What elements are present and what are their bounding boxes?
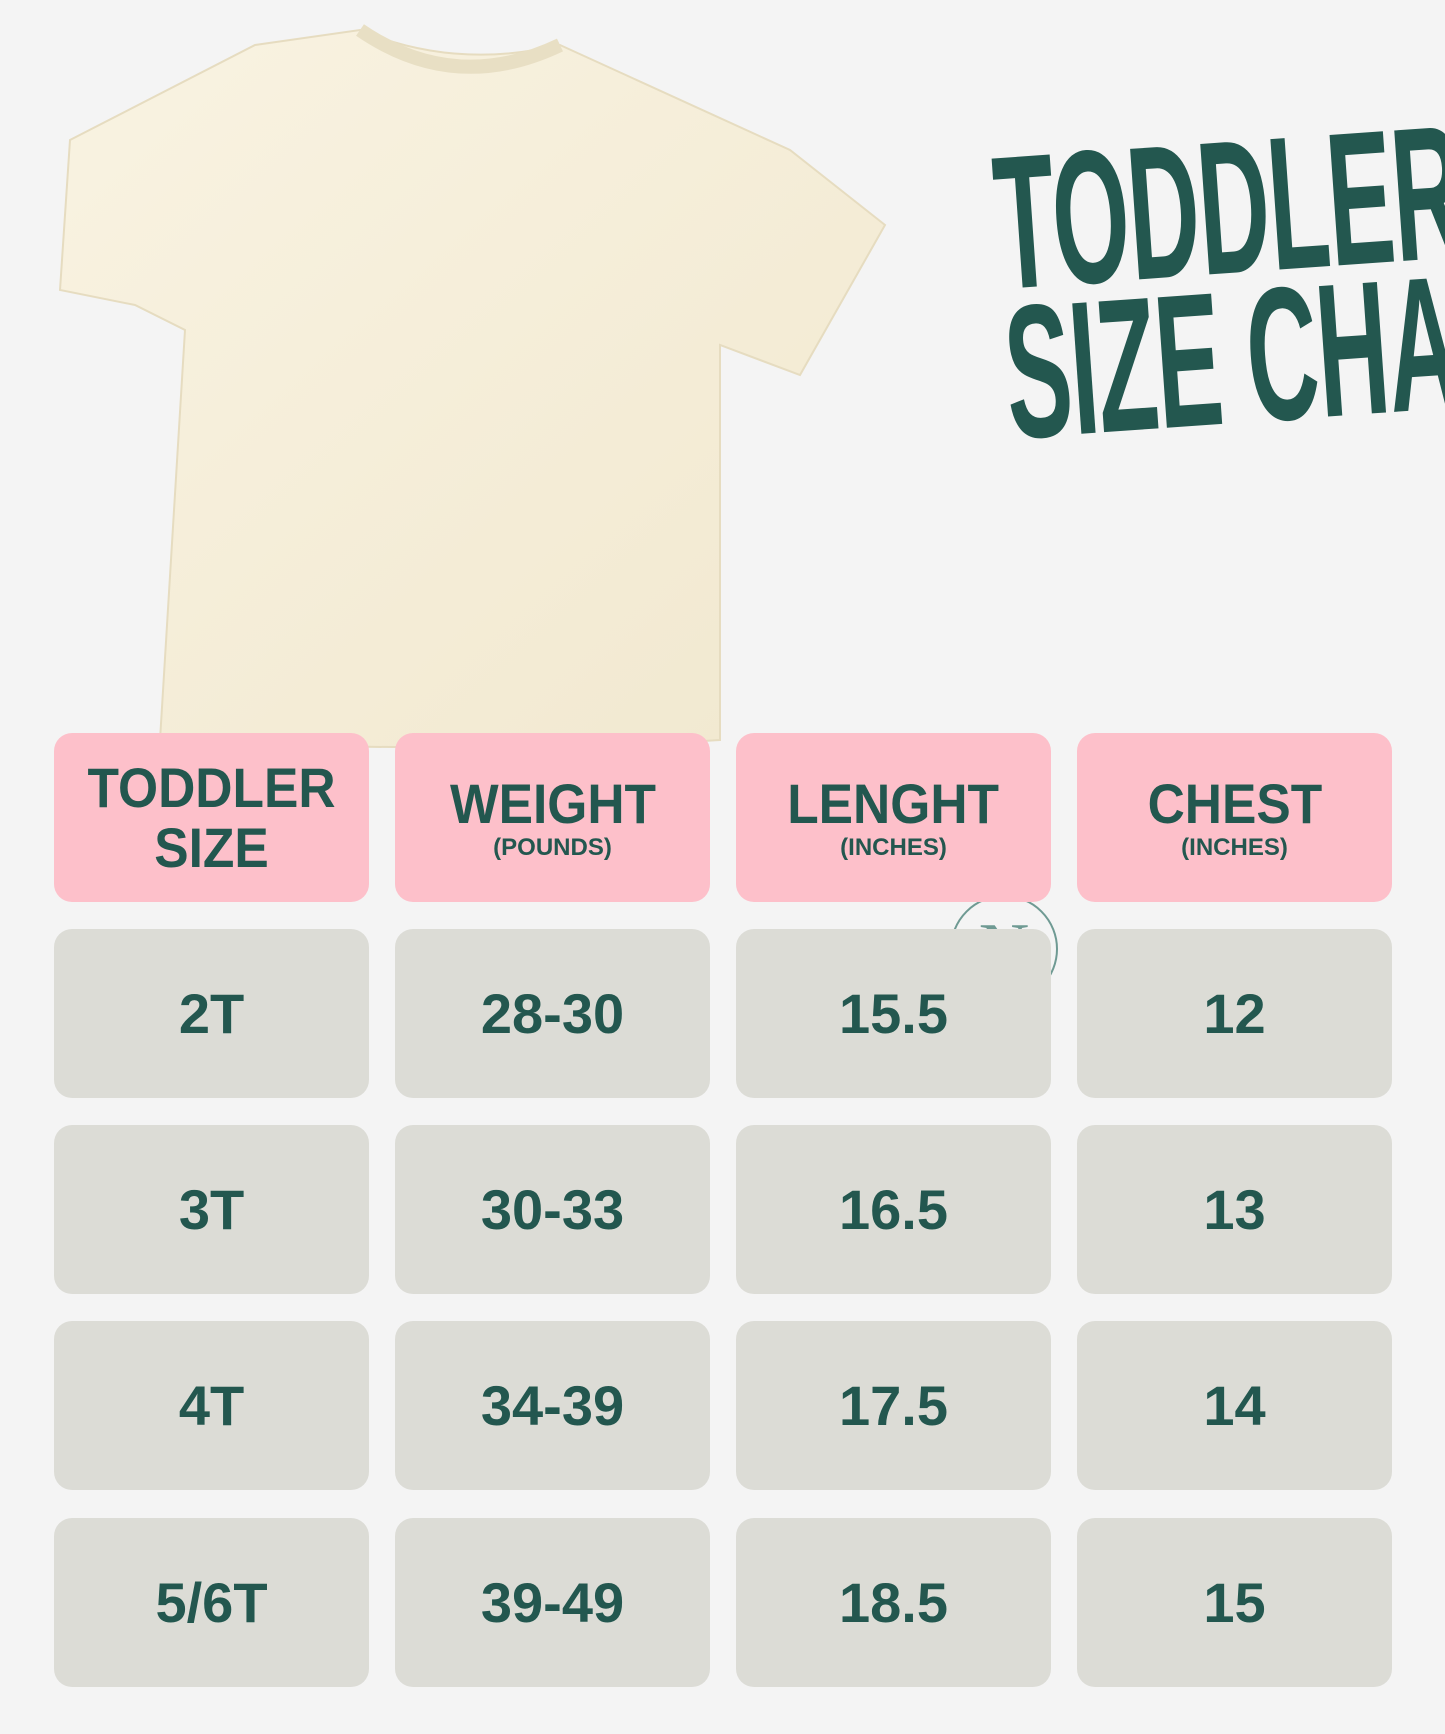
- table-cell-weight: 30-33: [395, 1125, 710, 1294]
- table-cell-length: 18.5: [736, 1518, 1051, 1687]
- header-size: TODDLER SIZE: [54, 733, 369, 902]
- cell-value: 30-33: [480, 1178, 625, 1241]
- table-cell-chest: 13: [1077, 1125, 1392, 1294]
- title-line-2: SIZE CHART: [998, 227, 1445, 480]
- cell-value: 34-39: [480, 1374, 625, 1437]
- header-chest: CHEST (INCHES): [1077, 733, 1392, 902]
- cell-value: 18.5: [839, 1571, 948, 1634]
- header-label: LENGHT: [787, 771, 1000, 835]
- cell-value: 15.5: [839, 982, 948, 1045]
- header-label: WEIGHT: [449, 771, 656, 835]
- header-label: CHEST: [1147, 771, 1322, 835]
- page-title: TODDLER SIZE CHART: [870, 86, 1445, 480]
- table-cell-chest: 15: [1077, 1518, 1392, 1687]
- header-unit: (INCHES): [840, 833, 947, 861]
- cell-value: 14: [1203, 1374, 1266, 1437]
- table-cell-chest: 14: [1077, 1321, 1392, 1490]
- table-cell-length: 17.5: [736, 1321, 1051, 1490]
- header-weight: WEIGHT (POUNDS): [395, 733, 710, 902]
- table-cell-weight: 34-39: [395, 1321, 710, 1490]
- cell-value: 4T: [178, 1374, 245, 1437]
- table-cell-weight: 28-30: [395, 929, 710, 1098]
- header-unit: (POUNDS): [493, 833, 612, 861]
- table-cell-length: 16.5: [736, 1125, 1051, 1294]
- cell-value: 15: [1203, 1571, 1266, 1634]
- header-unit: (INCHES): [1181, 833, 1288, 861]
- table-cell-chest: 12: [1077, 929, 1392, 1098]
- table-cell-size: 5/6T: [54, 1518, 369, 1687]
- table-cell-size: 2T: [54, 929, 369, 1098]
- cell-value: 16.5: [839, 1178, 948, 1241]
- cell-value: 39-49: [480, 1571, 625, 1634]
- table-cell-size: 3T: [54, 1125, 369, 1294]
- cell-value: 3T: [178, 1178, 245, 1241]
- table-cell-length: 15.5: [736, 929, 1051, 1098]
- cell-value: 5/6T: [155, 1571, 268, 1634]
- cell-value: 17.5: [839, 1374, 948, 1437]
- header-length: LENGHT (INCHES): [736, 733, 1051, 902]
- table-cell-weight: 39-49: [395, 1518, 710, 1687]
- cell-value: 28-30: [480, 982, 625, 1045]
- cell-value: 12: [1203, 982, 1266, 1045]
- cell-value: 2T: [178, 982, 245, 1045]
- table-cell-size: 4T: [54, 1321, 369, 1490]
- cell-value: 13: [1203, 1178, 1266, 1241]
- header-label: TODDLER SIZE: [87, 755, 336, 879]
